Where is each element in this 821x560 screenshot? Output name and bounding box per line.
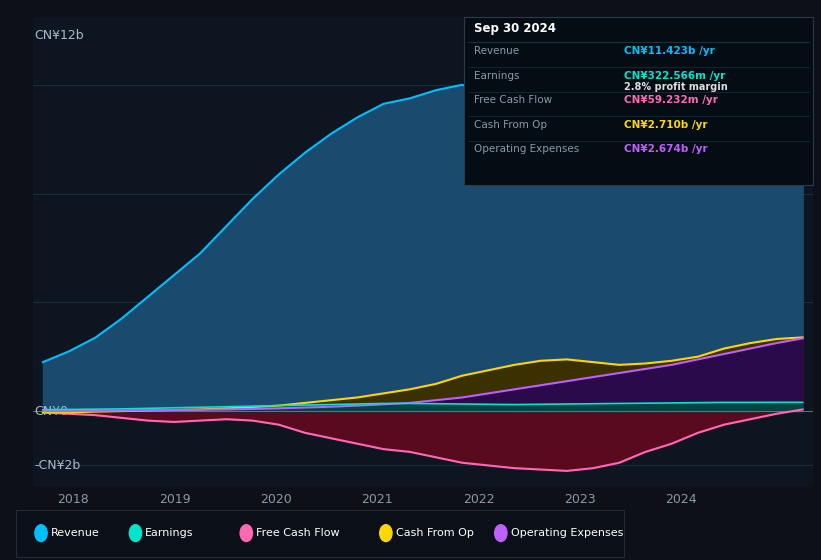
Text: CN¥2.674b /yr: CN¥2.674b /yr [624, 144, 708, 155]
Text: Cash From Op: Cash From Op [396, 528, 474, 538]
Text: Free Cash Flow: Free Cash Flow [256, 528, 340, 538]
Text: Operating Expenses: Operating Expenses [511, 528, 623, 538]
Text: Earnings: Earnings [474, 71, 519, 81]
Text: CN¥322.566m /yr: CN¥322.566m /yr [624, 71, 725, 81]
Text: Cash From Op: Cash From Op [474, 120, 547, 130]
Text: CN¥2.710b /yr: CN¥2.710b /yr [624, 120, 708, 130]
Text: Free Cash Flow: Free Cash Flow [474, 95, 552, 105]
Text: CN¥59.232m /yr: CN¥59.232m /yr [624, 95, 718, 105]
Text: CN¥11.423b /yr: CN¥11.423b /yr [624, 46, 715, 56]
Text: CN¥12b: CN¥12b [34, 29, 84, 41]
Text: -CN¥2b: -CN¥2b [34, 459, 80, 472]
Text: Sep 30 2024: Sep 30 2024 [474, 22, 556, 35]
Text: 2.8% profit margin: 2.8% profit margin [624, 82, 727, 92]
Text: Operating Expenses: Operating Expenses [474, 144, 579, 155]
Text: Revenue: Revenue [51, 528, 99, 538]
Text: Earnings: Earnings [145, 528, 194, 538]
Text: CN¥0: CN¥0 [34, 404, 68, 418]
Text: Revenue: Revenue [474, 46, 519, 56]
